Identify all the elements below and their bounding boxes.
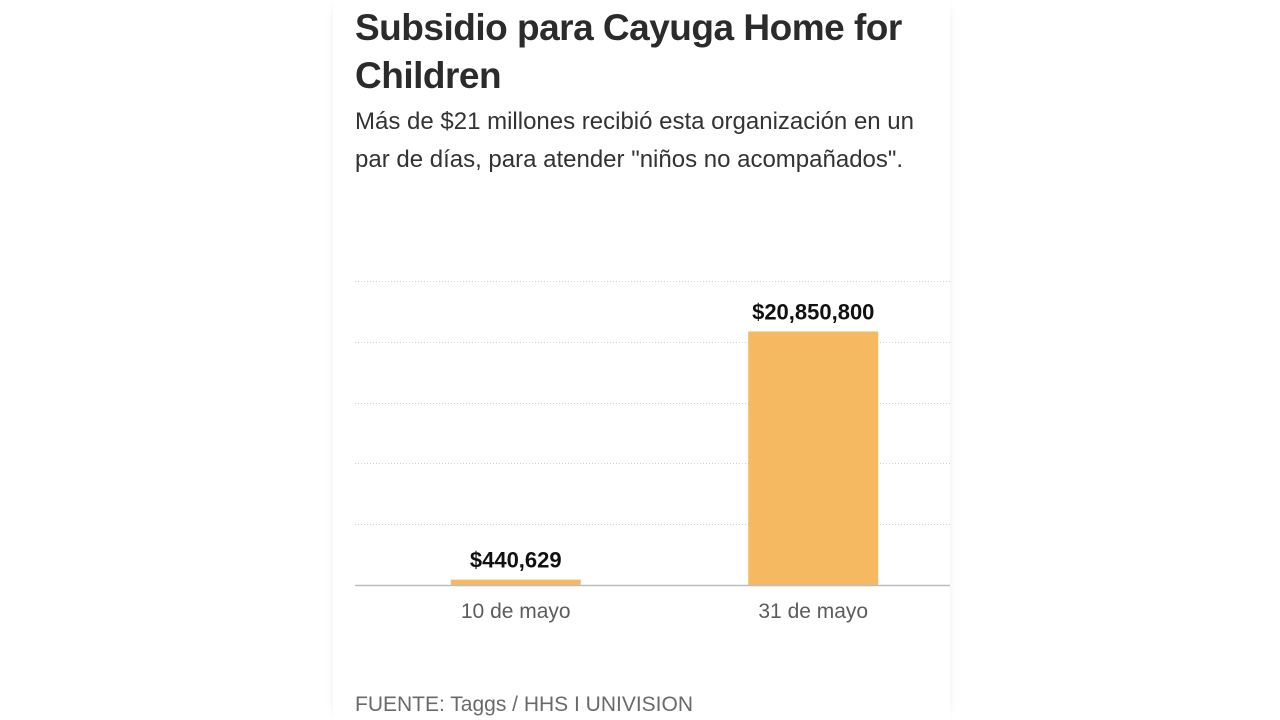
data-label: $20,850,800	[752, 299, 874, 324]
x-tick-label: 10 de mayo	[461, 600, 571, 623]
x-tick-label: 31 de mayo	[758, 600, 868, 623]
chart-title: Subsidio para Cayuga Home for Children	[355, 7, 902, 96]
chart-subtitle: Más de $21 millones recibió esta organiz…	[355, 108, 914, 173]
source-note: FUENTE: Taggs / HHS I UNIVISION	[355, 693, 694, 716]
bar	[450, 579, 581, 585]
bar	[748, 331, 879, 585]
data-label: $440,629	[470, 548, 562, 573]
